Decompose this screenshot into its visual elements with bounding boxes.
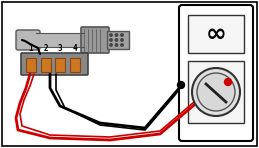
Bar [26,58,36,72]
Bar [188,15,244,53]
Circle shape [192,68,240,116]
Circle shape [121,44,123,46]
Bar [188,61,244,123]
Bar [55,58,65,72]
Text: ∞: ∞ [206,22,226,46]
Circle shape [115,39,118,41]
Bar [107,31,129,49]
FancyBboxPatch shape [21,53,88,75]
Circle shape [121,39,123,41]
Circle shape [177,82,184,89]
Circle shape [225,78,232,86]
Bar [69,58,80,72]
Text: 2: 2 [43,44,48,53]
Circle shape [197,73,235,111]
Bar [40,58,51,72]
FancyBboxPatch shape [179,5,253,141]
Circle shape [110,34,112,36]
Text: 4: 4 [72,44,77,53]
Circle shape [115,44,118,46]
Text: 3: 3 [58,44,62,53]
Circle shape [121,34,123,36]
FancyBboxPatch shape [81,27,109,53]
FancyBboxPatch shape [16,30,40,50]
Circle shape [110,39,112,41]
Circle shape [115,34,118,36]
Text: 1: 1 [29,44,33,53]
Circle shape [110,44,112,46]
Bar [36,33,84,47]
